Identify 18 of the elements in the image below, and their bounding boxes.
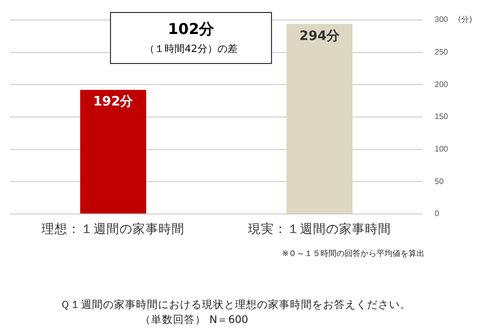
annotation: （１時間42分）の差 (144, 42, 238, 56)
text: ※０～１５時間の回答から平均値を算出 (282, 248, 425, 259)
data-label: 294分 (299, 28, 341, 44)
x-tick-label: 現実：１週間の家事時間 (248, 220, 391, 236)
data-label: 192分 (93, 94, 134, 110)
text: Ｑ１週間の家事時間における現状と理想の家事時間をお答えください。 (60, 298, 411, 312)
y-tick-label: 100 (434, 144, 449, 154)
x-tick-label: 理想：１週間の家事時間 (42, 220, 185, 236)
annotation: 102分 (166, 20, 216, 39)
y-tick-label: 300 (434, 15, 449, 24)
y-tick-label: 150 (434, 112, 449, 122)
y-axis-title: (分) (458, 15, 472, 24)
y-tick-label: 0 (434, 209, 440, 218)
y-tick-label: 200 (434, 80, 449, 89)
callout-box: 102分 （１時間42分）の差 (110, 12, 272, 64)
text: （単数回答） N＝600 (140, 313, 248, 327)
y-tick-label: 250 (434, 48, 449, 57)
y-tick-label: 50 (434, 176, 444, 186)
